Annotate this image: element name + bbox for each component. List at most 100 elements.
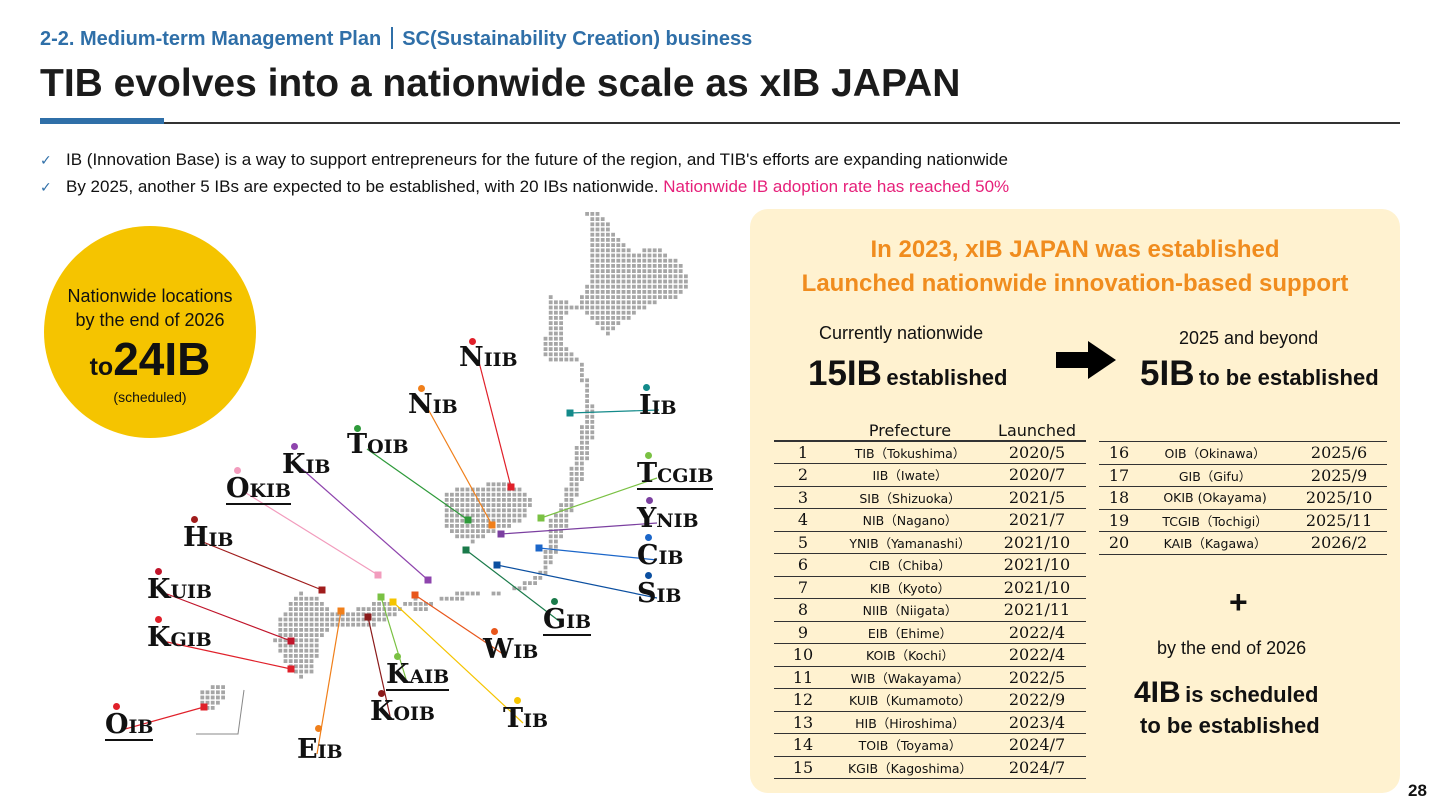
cell-pref: KGIB（Kagoshima） <box>832 755 989 779</box>
map-label-oib: OIB <box>105 711 154 741</box>
cell-date: 2022/4 <box>988 643 1086 666</box>
cell-pref: KIB（Kyoto） <box>832 575 989 599</box>
cell-pref: TOIB（Toyama） <box>832 733 989 756</box>
cell-pref: KUIB（Kumamoto） <box>832 688 989 711</box>
map-label-dot <box>191 516 198 523</box>
cell-no: 20 <box>1099 531 1139 555</box>
cell-pref: KAIB（Kagawa） <box>1139 531 1292 555</box>
map-label-dot <box>645 452 652 459</box>
location-marker-sib <box>493 561 501 569</box>
cell-no: 8 <box>774 598 832 621</box>
table-row: 3 SIB（Shizuoka） 2021/5 <box>774 485 1086 509</box>
table-row: 13 HIB（Hiroshima） 2023/4 <box>774 710 1086 734</box>
cell-no: 1 <box>774 440 832 464</box>
leader-line-kib <box>301 468 429 581</box>
map-label-initial: W <box>483 634 514 665</box>
leader-line-kuib <box>166 593 292 642</box>
table-row: 14 TOIB（Toyama） 2024/7 <box>774 733 1086 756</box>
cell-date: 2026/2 <box>1291 531 1387 555</box>
map-label-dot <box>645 534 652 541</box>
table-row: 2 IIB（Iwate） 2020/7 <box>774 463 1086 486</box>
map-label-initial: I <box>639 390 652 421</box>
location-marker-gib <box>462 546 470 554</box>
checkmark-icon: ✓ <box>40 152 52 168</box>
leader-line-tib <box>392 601 524 724</box>
locations-circle: Nationwide locations by the end of 2026 t… <box>44 226 256 438</box>
cell-pref: WIB（Wakayama） <box>832 665 989 689</box>
cell-pref: TIB（Tokushima） <box>832 440 989 464</box>
cell-date: 2025/9 <box>1291 464 1387 487</box>
location-marker-kib <box>424 576 432 584</box>
table-row: 12 KUIB（Kumamoto） 2022/9 <box>774 688 1086 711</box>
map-label-kaib: KAIB <box>386 661 450 691</box>
leader-line-hib <box>202 541 323 591</box>
cell-date: 2020/5 <box>988 440 1086 464</box>
cell-pref: OIB（Okinawa） <box>1139 441 1292 465</box>
map-label-dot <box>491 628 498 635</box>
table-row: 16 OIB（Okinawa） 2025/6 <box>1099 441 1387 465</box>
cell-date: 2022/5 <box>988 665 1086 689</box>
cell-no: 14 <box>774 733 832 756</box>
map-label-rest: IB <box>651 397 677 419</box>
map-label-rest: NIB <box>656 510 699 532</box>
leader-line-okib <box>245 492 379 576</box>
by-end-label: by the end of 2026 <box>1157 638 1307 658</box>
map-label-tib: TIB <box>503 705 548 732</box>
current-count-suffix: established <box>886 365 1008 390</box>
cell-pref: YNIB（Yamanashi） <box>832 530 989 554</box>
table-row: 7 KIB（Kyoto） 2021/10 <box>774 575 1086 599</box>
cell-date: 2021/5 <box>988 485 1086 509</box>
location-marker-kaib <box>377 593 385 601</box>
map-label-rest: IB <box>305 456 331 478</box>
leader-line-nib <box>427 408 493 526</box>
table-row: 1 TIB（Tokushima） 2020/5 <box>774 440 1086 464</box>
location-marker-tib <box>389 598 397 606</box>
map-label-dot <box>645 572 652 579</box>
map-label-kib: KIB <box>282 451 330 478</box>
cell-date: 2025/6 <box>1291 441 1387 465</box>
map-label-rest: IB <box>656 585 682 607</box>
map-label-initial: T <box>503 703 524 734</box>
cell-no: 9 <box>774 620 832 644</box>
map-label-kuib: KUIB <box>147 576 212 603</box>
map-label-initial: E <box>297 734 318 765</box>
map-label-rest: IB <box>128 716 154 738</box>
future-count-value: 5IB <box>1140 354 1195 393</box>
map-label-wib: WIB <box>483 636 538 663</box>
scheduled-line2: to be established <box>1140 713 1320 738</box>
table-header-row: Prefecture Launched <box>774 419 1086 442</box>
map-dots <box>200 212 688 710</box>
cell-pref: IIB（Iwate） <box>832 463 989 486</box>
location-marker-niib <box>507 483 515 491</box>
section-label: 2-2. Medium-term Management Plan SC(Susta… <box>40 27 752 51</box>
map-label-rest: IB <box>208 529 234 551</box>
cell-no: 19 <box>1099 509 1139 532</box>
map-label-dot <box>113 703 120 710</box>
cell-no: 15 <box>774 755 832 779</box>
map-label-cib: CIB <box>637 542 683 569</box>
bullet-text: IB (Innovation Base) is a way to support… <box>66 150 1008 169</box>
scheduled-count-value: 4IB <box>1134 676 1181 709</box>
map-label-toib: TOIB <box>347 431 409 458</box>
map-label-rest: UIB <box>170 581 212 603</box>
planned-table: 16 OIB（Okinawa） 2025/6 17 GIB（Gifu） 2025/9 18 O… <box>1099 441 1387 555</box>
table-row: 19 TCGIB（Tochigi） 2025/11 <box>1099 509 1387 532</box>
map-label-rest: AIB <box>409 666 450 688</box>
map-label-initial: T <box>347 429 368 460</box>
cell-date: 2024/7 <box>988 755 1086 779</box>
table-row: 9 EIB（Ehime） 2022/4 <box>774 620 1086 644</box>
map-label-rest: IB <box>513 641 539 663</box>
leader-line-kgib <box>166 641 292 670</box>
future-count: 5IB to be established <box>1140 354 1379 394</box>
map-label-initial: H <box>183 522 209 553</box>
cell-no: 13 <box>774 710 832 734</box>
cell-no: 2 <box>774 463 832 486</box>
map-label-dot <box>418 385 425 392</box>
circle-value: to24IB <box>44 334 256 396</box>
map-label-gib: GIB <box>543 606 592 636</box>
map-label-koib: KOIB <box>370 698 435 725</box>
scheduled-count: 4IB is scheduled <box>1134 676 1318 710</box>
cell-no: 16 <box>1099 441 1139 465</box>
map-label-initial: K <box>282 449 306 480</box>
leader-line-gib <box>465 549 564 625</box>
